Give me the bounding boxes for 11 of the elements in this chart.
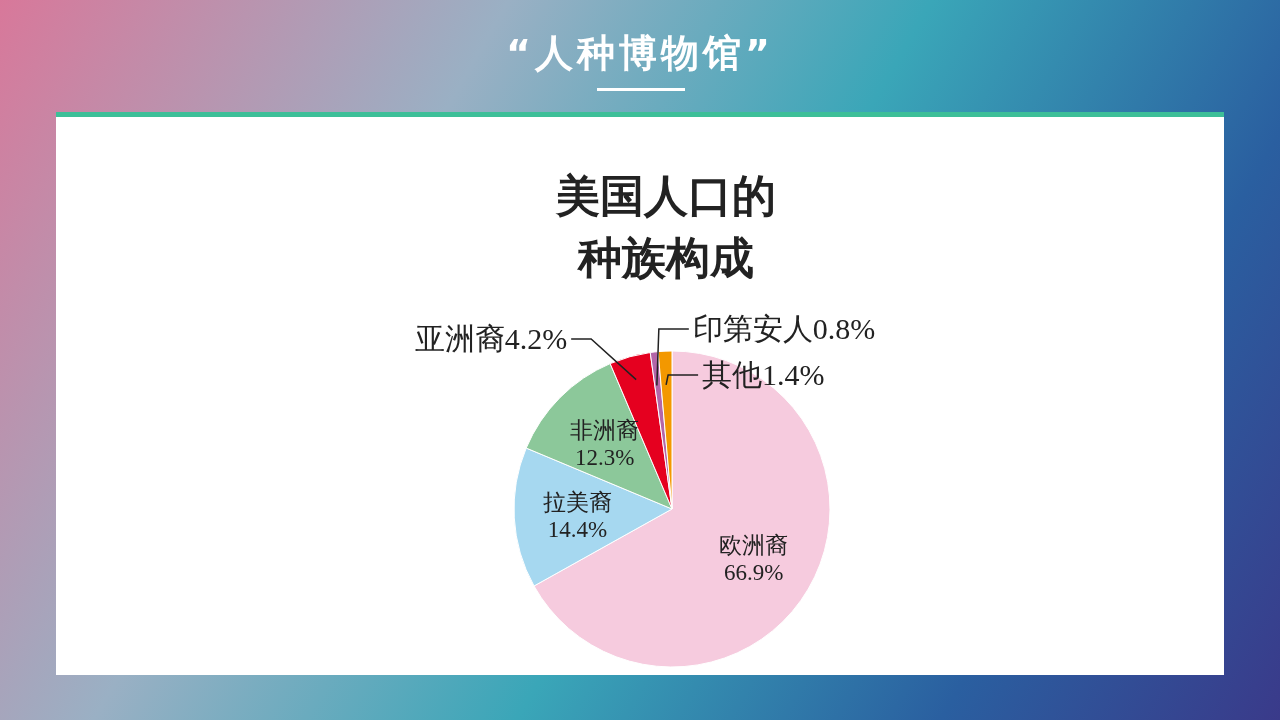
chart-title: “人种博物馆”: [505, 30, 775, 77]
chart-subtitle: 美国人口的种族构成: [555, 169, 777, 285]
slice-label: 非洲裔: [570, 418, 640, 444]
data-label: 12.3%: [575, 445, 635, 471]
slice-label: 印第安人0.8%: [692, 312, 876, 345]
slice-label: 其他1.4%: [702, 358, 825, 391]
data-label: 14.4%: [547, 517, 608, 543]
slice-label: 亚洲裔4.2%: [414, 322, 568, 355]
data-label: 66.9%: [724, 560, 784, 585]
slice-label: 欧洲裔: [719, 533, 789, 558]
slice-label: 拉美裔: [542, 490, 612, 516]
